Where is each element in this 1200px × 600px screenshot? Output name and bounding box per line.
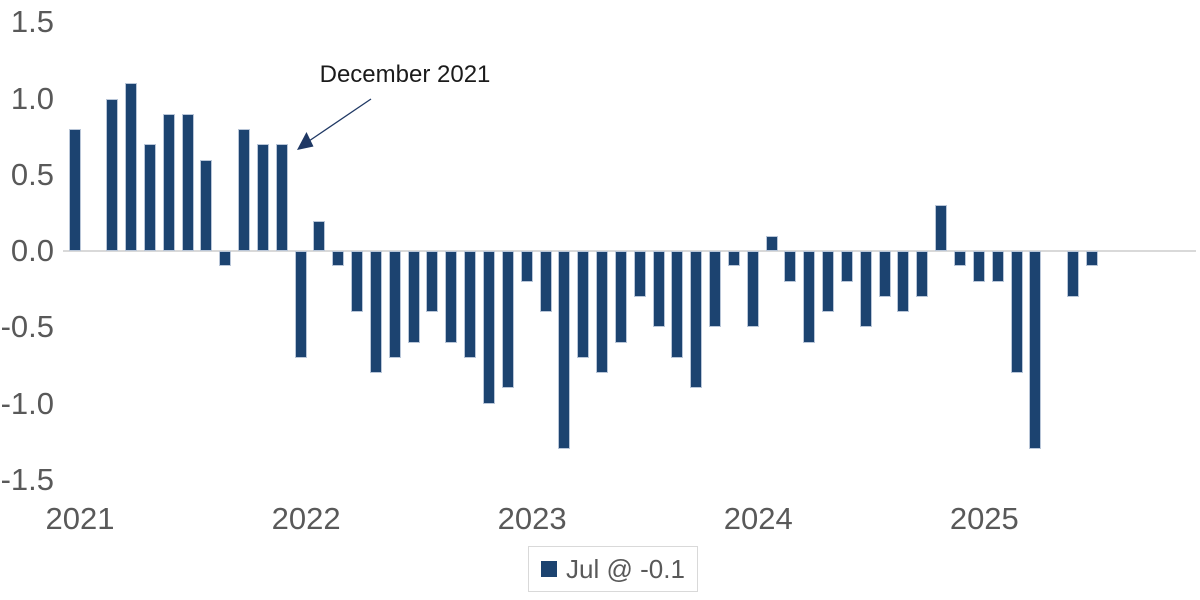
bar-mar-2023 [558,251,571,450]
bar-nov-2023 [709,251,722,328]
bar-dec-2022 [501,251,514,389]
bar-jun-2021 [162,113,175,251]
bar-nov-2021 [256,144,269,251]
y-tick-label--1.5: -1.5 [0,461,54,497]
bar-jul-2025 [1085,251,1098,267]
bar-apr-2023 [577,251,590,358]
bar-jan-2024 [746,251,759,328]
bar-mar-2021 [106,98,119,251]
bar-feb-2023 [539,251,552,312]
bar-sep-2023 [671,251,684,358]
y-tick-label-0.5: 0.5 [10,156,54,192]
y-tick-label-1.0: 1.0 [10,80,54,116]
bar-may-2021 [143,144,156,251]
bar-dec-2024 [953,251,966,267]
bar-jan-2022 [294,251,307,358]
bar-jul-2024 [859,251,872,328]
bar-aug-2022 [426,251,439,312]
x-tick-label-2024: 2024 [723,501,793,536]
bar-aug-2023 [652,251,665,328]
annotation-arrow-icon [297,98,372,150]
x-tick-label-2021: 2021 [45,501,115,536]
bar-jun-2025 [1067,251,1080,297]
y-tick-label-0.0: 0.0 [10,233,54,268]
legend-label: Jul @ -0.1 [566,553,685,584]
bar-may-2023 [596,251,609,373]
bar-may-2022 [369,251,382,373]
bar-jul-2023 [633,251,646,297]
bar-mar-2024 [784,251,797,282]
x-tick-label-2022: 2022 [271,501,341,536]
bar-aug-2024 [878,251,891,297]
bar-dec-2021 [275,144,288,251]
bar-apr-2022 [351,251,364,312]
bar-oct-2021 [238,129,251,251]
bar-may-2024 [822,251,835,312]
bar-jan-2023 [520,251,533,282]
bar-sep-2024 [897,251,910,312]
bar-sep-2022 [445,251,458,343]
bar-apr-2024 [803,251,816,343]
legend: Jul @ -0.1 [528,546,698,592]
y-tick-label--1.0: -1.0 [0,385,54,421]
bar-nov-2024 [935,205,948,251]
bar-nov-2022 [482,251,495,404]
legend-swatch-icon [541,561,558,577]
bar-feb-2022 [313,220,326,251]
bar-jun-2024 [840,251,853,282]
bar-feb-2025 [991,251,1004,282]
y-tick-label-1.5: 1.5 [10,4,54,40]
bar-mar-2022 [332,251,345,267]
bar-jul-2022 [407,251,420,343]
x-tick-label-2025: 2025 [949,501,1019,536]
bar-mar-2025 [1010,251,1023,373]
bar-apr-2021 [125,83,138,251]
bar-feb-2024 [765,235,778,251]
annotation-label: December 2021 [319,61,491,88]
bar-sep-2021 [219,251,232,267]
bar-jun-2022 [388,251,401,358]
x-tick-label-2023: 2023 [497,501,567,536]
zero-axis-line [63,250,1196,252]
bar-oct-2023 [690,251,703,389]
bar-jun-2023 [614,251,627,343]
bar-jan-2021 [68,129,81,251]
bar-aug-2021 [200,159,213,251]
bar-oct-2024 [916,251,929,297]
bar-oct-2022 [464,251,477,358]
bar-dec-2023 [727,251,740,267]
y-tick-label--0.5: -0.5 [0,309,54,345]
bar-jul-2021 [181,113,194,251]
bar-apr-2025 [1029,251,1042,450]
bar-jan-2025 [972,251,985,282]
